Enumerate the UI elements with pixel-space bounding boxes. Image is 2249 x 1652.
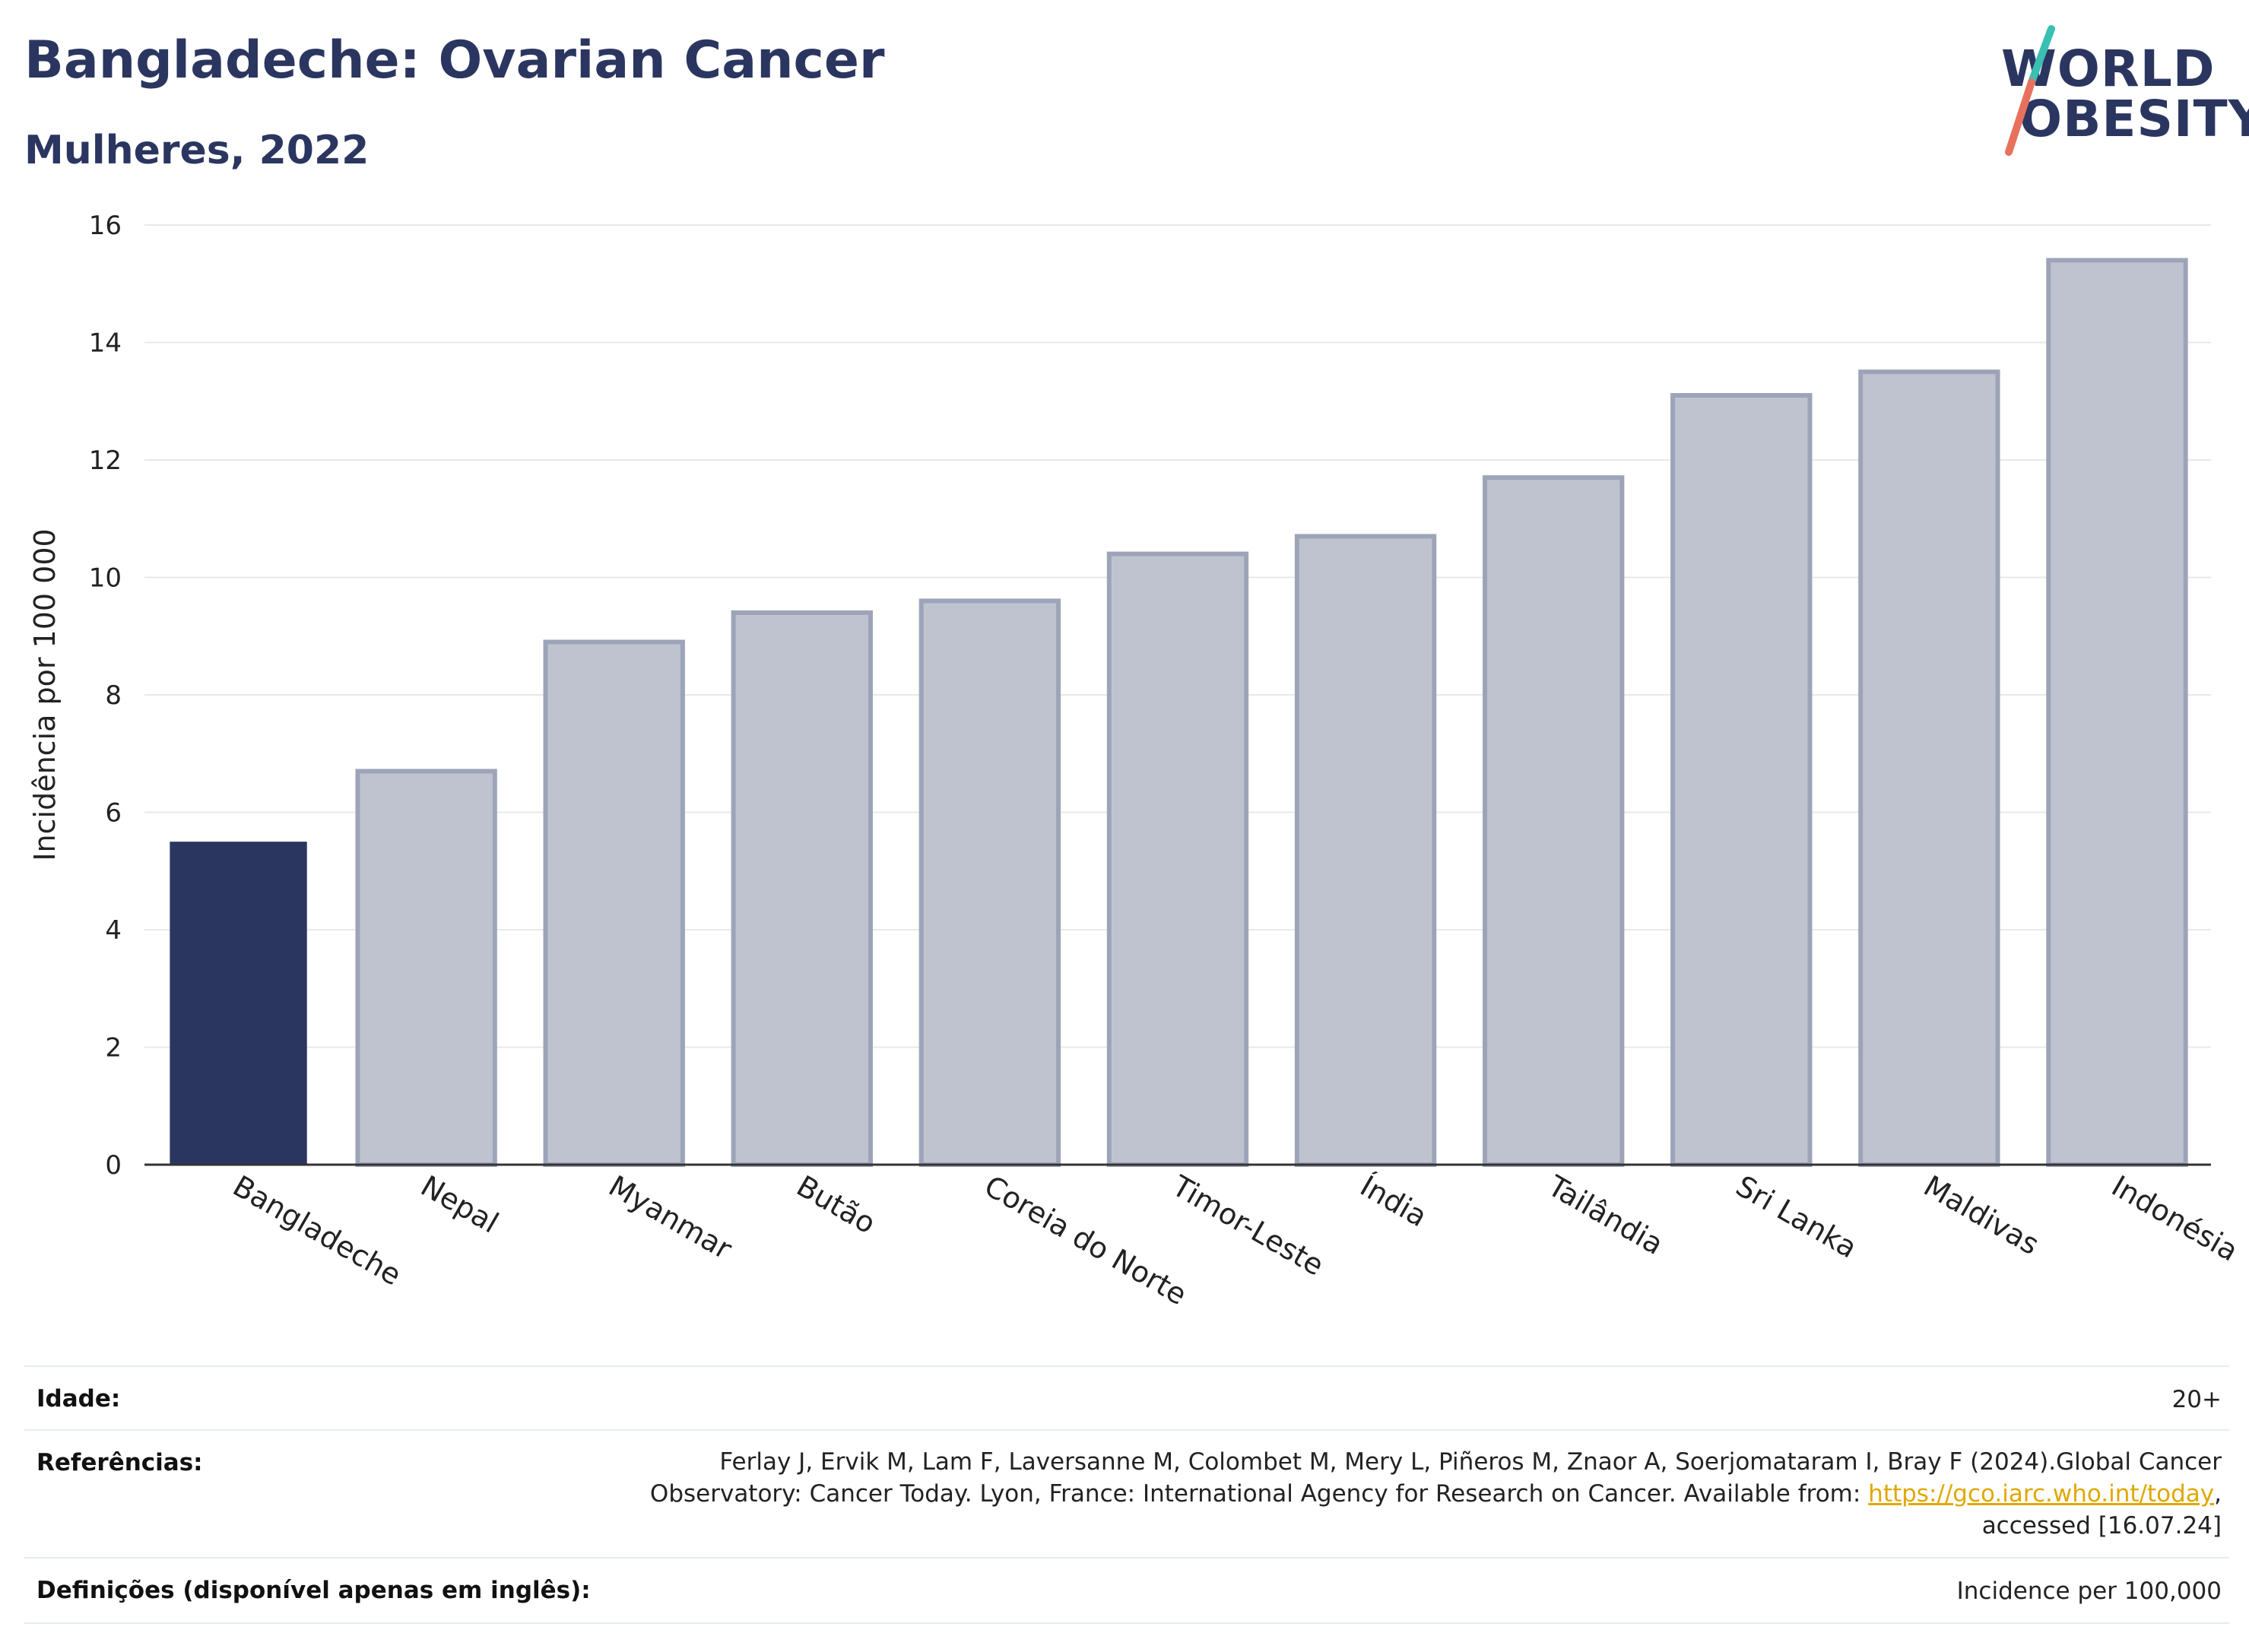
age-label: Idade: — [36, 1385, 121, 1413]
y-axis-label: Incidência por 100 000 — [28, 528, 62, 861]
age-value: 20+ — [2171, 1386, 2222, 1413]
y-tick-label: 14 — [89, 328, 122, 359]
references-line3: accessed [16.07.24] — [1981, 1512, 2222, 1539]
x-tick-label: Indonésia — [2106, 1169, 2244, 1268]
definitions-label: Definições (disponível apenas em inglês)… — [36, 1577, 591, 1604]
references-line2-comma: , — [2214, 1480, 2222, 1508]
bar — [1106, 551, 1249, 1168]
y-tick-label: 6 — [105, 798, 122, 829]
bar — [731, 610, 874, 1167]
x-tick-label: Myanmar — [603, 1169, 738, 1267]
references-line2-text: Observatory: Cancer Today. Lyon, France:… — [649, 1480, 1869, 1508]
bar — [918, 598, 1061, 1167]
logo-line2: OBESITY — [2019, 90, 2249, 148]
chart-title: Bangladeche: Ovarian Cancer — [24, 30, 885, 90]
references-line1: Ferlay J, Ervik M, Lam F, Laversanne M, … — [719, 1448, 2222, 1476]
definitions-value: Incidence per 100,000 — [1956, 1577, 2222, 1605]
info-row-definitions: Definições (disponível apenas em inglês)… — [24, 1557, 2229, 1624]
info-row-age: Idade: 20+ — [24, 1365, 2229, 1431]
y-tick-label: 2 — [105, 1033, 122, 1064]
x-tick-label: Tailândia — [1542, 1168, 1669, 1261]
y-tick-label: 4 — [105, 915, 122, 946]
x-tick-label: Índia — [1355, 1169, 1433, 1234]
references-link[interactable]: https://gco.iarc.who.int/today — [1868, 1480, 2215, 1508]
bar — [2046, 258, 2188, 1168]
bar — [1670, 393, 1813, 1167]
references-line2: Observatory: Cancer Today. Lyon, France:… — [397, 1478, 2222, 1510]
x-tick-label: Coreia do Norte — [979, 1169, 1192, 1312]
bar — [543, 639, 685, 1167]
references-value: Ferlay J, Ervik M, Lam F, Laversanne M, … — [397, 1446, 2222, 1542]
logo-slash-icon — [2005, 25, 2055, 156]
x-tick-label: Bangladeche — [227, 1169, 407, 1292]
chart-subtitle: Mulheres, 2022 — [24, 128, 370, 173]
y-tick-label: 8 — [105, 680, 122, 711]
y-tick-label: 10 — [89, 563, 122, 594]
x-tick-label: Maldivas — [1918, 1169, 2045, 1262]
y-tick-label: 16 — [89, 211, 122, 241]
y-tick-label: 12 — [89, 446, 122, 476]
x-tick-label: Sri Lanka — [1730, 1169, 1863, 1265]
x-tick-label: Timor-Leste — [1166, 1168, 1330, 1282]
bar — [1482, 475, 1625, 1167]
x-tick-label: Butão — [791, 1169, 881, 1241]
x-tick-label: Nepal — [415, 1169, 504, 1240]
info-row-references: Referências: Ferlay J, Ervik M, Lam F, L… — [24, 1429, 2229, 1558]
bar-chart: 0 2 4 6 8 10 12 14 16 Incidência por 100 000 Bangl… — [28, 211, 2244, 1312]
references-label: Referências: — [36, 1449, 203, 1476]
world-obesity-logo: WORLD OBESITY — [1977, 23, 2249, 160]
bar — [1858, 369, 2000, 1167]
bar — [355, 769, 497, 1167]
y-tick-label: 0 — [105, 1150, 122, 1181]
bar — [170, 842, 307, 1165]
bar — [1294, 534, 1437, 1167]
